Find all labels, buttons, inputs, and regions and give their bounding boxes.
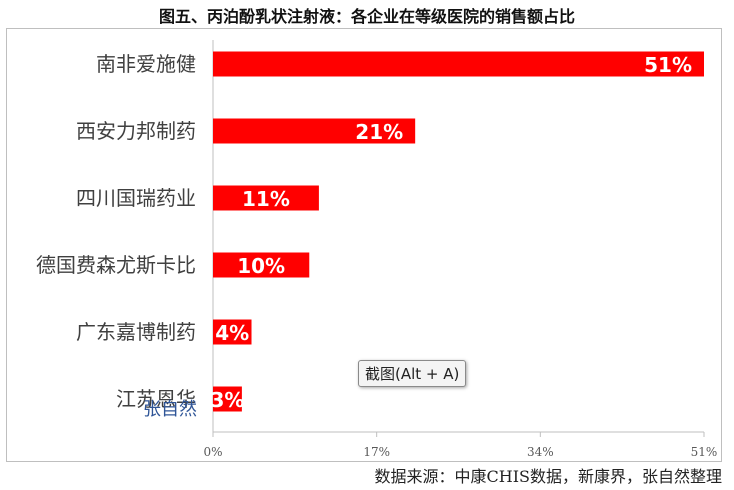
- data-label: 4%: [215, 321, 249, 345]
- category-label: 广东嘉博制药: [76, 320, 196, 344]
- category-label: 西安力邦制药: [76, 119, 196, 143]
- data-label: 10%: [237, 254, 285, 278]
- author-watermark: 张自然: [143, 399, 197, 420]
- x-tick-label: 51%: [691, 445, 718, 459]
- category-label: 南非爱施健: [96, 52, 196, 76]
- data-label: 51%: [644, 53, 692, 77]
- bar: [213, 51, 704, 77]
- chart-title: 图五、丙泊酚乳状注射液：各企业在等级医院的销售额占比: [158, 7, 575, 26]
- bar: [213, 118, 416, 144]
- screenshot-tooltip: 截图(Alt + A): [358, 360, 467, 387]
- chart-frame: [6, 28, 722, 462]
- data-label: 3%: [210, 388, 244, 412]
- category-label: 江苏恩华: [116, 387, 196, 411]
- data-label: 21%: [355, 120, 403, 144]
- bar: [213, 185, 319, 211]
- data-label: 11%: [242, 187, 290, 211]
- category-label: 德国费森尤斯卡比: [36, 253, 196, 277]
- x-tick-label: 34%: [527, 445, 554, 459]
- category-label: 四川国瑞药业: [76, 186, 196, 210]
- x-tick-label: 17%: [363, 445, 390, 459]
- source-note: 数据来源：中康CHIS数据，新康界，张自然整理: [374, 467, 722, 486]
- x-tick-label: 0%: [203, 445, 222, 459]
- bar: [213, 386, 242, 412]
- bar: [213, 319, 252, 345]
- bar: [213, 252, 310, 278]
